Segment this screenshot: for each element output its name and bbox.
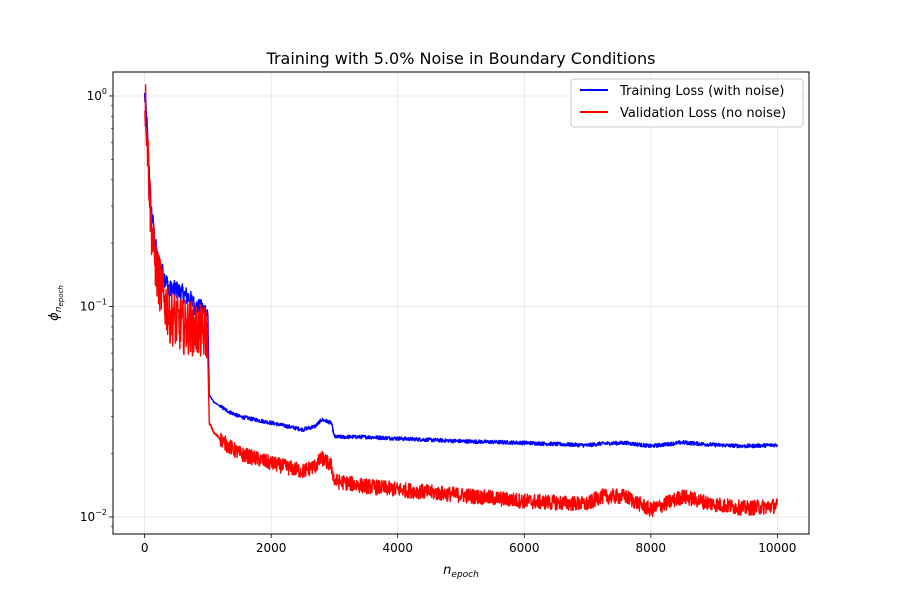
series-lines [145,85,778,517]
series-line-training [145,93,778,448]
x-tick-label: 0 [141,541,149,555]
chart-title: Training with 5.0% Noise in Boundary Con… [266,49,656,68]
y-axis-label: ϕnepoch [47,285,65,321]
x-tick-label: 4000 [382,541,413,555]
legend-label-validation: Validation Loss (no noise) [620,106,786,121]
x-tick-label: 6000 [509,541,540,555]
grid [113,72,809,534]
legend: Training Loss (with noise) Validation Lo… [571,79,803,127]
x-tick-label: 10000 [758,541,796,555]
y-tick-label: 10−1 [80,297,107,313]
x-axis-label: nepoch [443,563,479,580]
y-ticks: 10−2 10−1 100 [80,87,113,527]
series-line-validation [145,85,778,517]
plot-frame [113,72,809,534]
x-ticks: 0 2000 4000 6000 8000 10000 [141,534,797,555]
x-tick-label: 8000 [636,541,667,555]
x-tick-label: 2000 [256,541,287,555]
y-tick-label: 10−2 [80,508,107,524]
legend-label-training: Training Loss (with noise) [619,84,785,99]
y-tick-label: 100 [87,87,107,103]
